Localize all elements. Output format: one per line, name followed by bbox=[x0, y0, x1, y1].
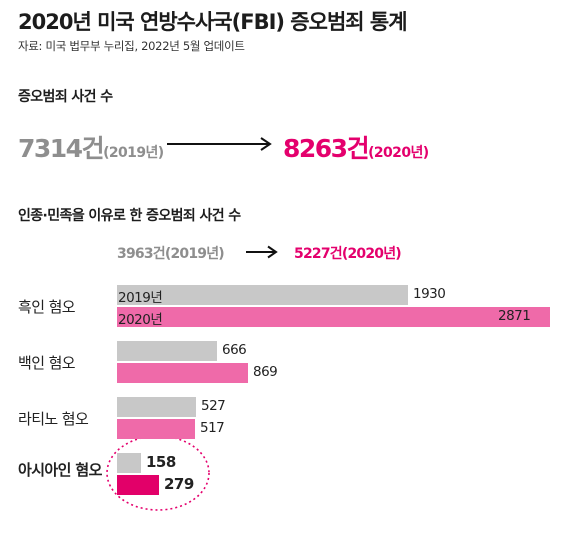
race-2020-text: 5227건(2020년) bbox=[294, 246, 402, 262]
bar-value-label: 279 bbox=[164, 475, 194, 493]
bar-2019 bbox=[117, 285, 408, 305]
bar-value-label: 2871 bbox=[498, 308, 531, 324]
bar-value-label: 869 bbox=[253, 364, 278, 380]
race-2019-total: 3963건(2019년) bbox=[117, 243, 225, 263]
category-label: 흑인 혐오 bbox=[18, 298, 76, 316]
total-2019-value: 7314건 bbox=[18, 134, 105, 163]
bar-series-label: 2020년 bbox=[118, 312, 163, 328]
bar-2020 bbox=[117, 475, 159, 495]
total-comparison: 7314건 (2019년) bbox=[18, 129, 164, 165]
bar-2019 bbox=[117, 453, 141, 473]
asian-highlight-circle bbox=[106, 435, 210, 511]
bar-2019 bbox=[117, 341, 217, 361]
category-label: 아시아인 혐오 bbox=[18, 461, 102, 479]
total-arrow-icon bbox=[167, 137, 272, 151]
category-label: 백인 혐오 bbox=[18, 354, 76, 372]
bar-2020 bbox=[117, 363, 248, 383]
total-2020: 8263건 (2020년) bbox=[283, 129, 429, 165]
bar-2020 bbox=[117, 307, 550, 327]
total-2020-year: (2020년) bbox=[368, 145, 429, 161]
bar-2019 bbox=[117, 397, 196, 417]
race-2019-text: 3963건(2019년) bbox=[117, 246, 225, 262]
bar-value-label: 527 bbox=[201, 398, 226, 414]
bar-value-label: 517 bbox=[200, 420, 225, 436]
bar-2020 bbox=[117, 419, 195, 439]
race-2020-total: 5227건(2020년) bbox=[294, 243, 402, 263]
source-note: 자료: 미국 법무부 누리집, 2022년 5월 업데이트 bbox=[18, 39, 245, 53]
chart-title: 2020년 미국 연방수사국(FBI) 증오범죄 통계 bbox=[18, 10, 408, 34]
category-label: 라티노 혐오 bbox=[18, 410, 89, 428]
total-2019-year: (2019년) bbox=[103, 145, 164, 161]
total-section-label: 증오범죄 사건 수 bbox=[18, 89, 113, 105]
race-arrow-icon bbox=[246, 245, 278, 259]
bar-value-label: 1930 bbox=[413, 286, 446, 302]
bar-value-label: 158 bbox=[146, 453, 176, 471]
race-section-label: 인종·민족을 이유로 한 증오범죄 사건 수 bbox=[18, 208, 241, 224]
bar-value-label: 666 bbox=[222, 342, 247, 358]
bar-series-label: 2019년 bbox=[118, 290, 163, 306]
total-2020-value: 8263건 bbox=[283, 134, 370, 163]
